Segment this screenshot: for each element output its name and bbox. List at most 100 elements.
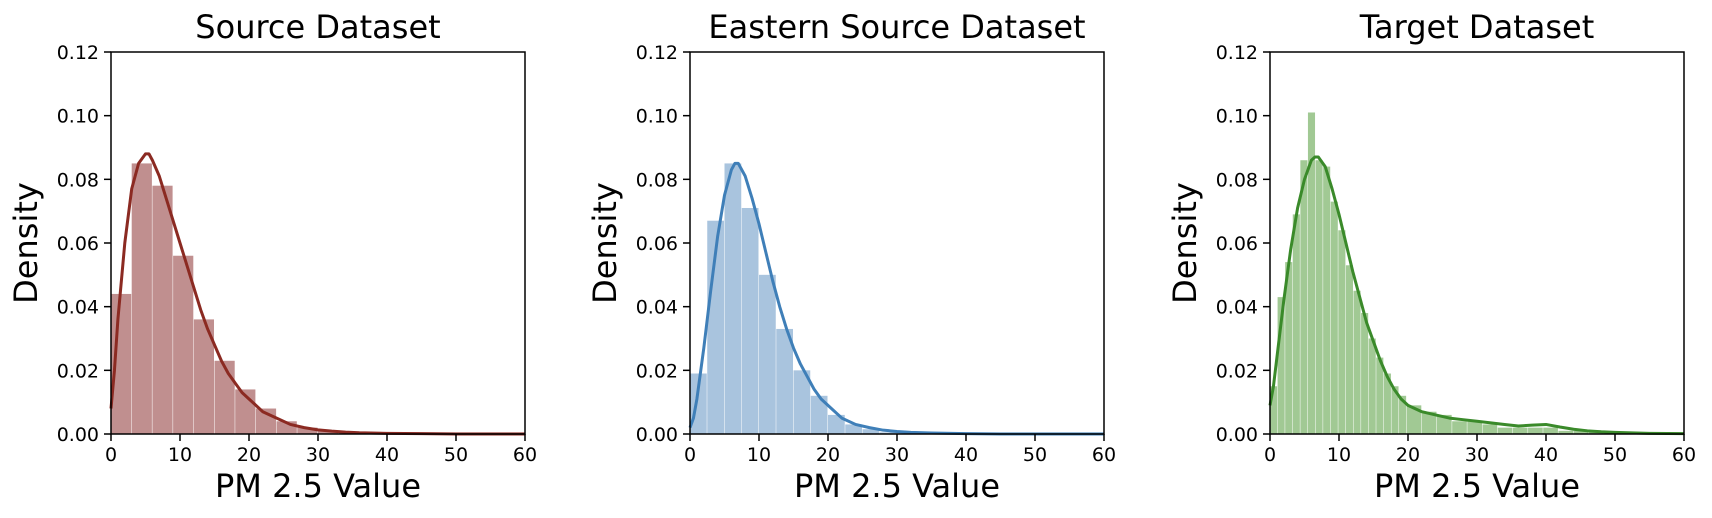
y-tick-label: 0.10 [636, 106, 678, 128]
axes: 0 10 20 30 40 50 60 0.00 0.02 0.04 0.06 0.08 0.10 0.1… [1216, 42, 1696, 466]
histogram-bar [793, 370, 811, 434]
y-tick-label: 0.12 [1216, 42, 1258, 64]
histogram-bar [1452, 421, 1467, 434]
y-tick-label: 0.08 [57, 169, 99, 191]
x-tick-label: 0 [684, 444, 696, 466]
histogram-bar [152, 185, 173, 434]
y-tick-label: 0.00 [57, 424, 99, 446]
panel-target-dataset: 0 10 20 30 40 50 60 0.00 0.02 0.04 0.06 0.08 0.10 0.1… [1166, 8, 1696, 505]
histogram-bar [1383, 373, 1391, 434]
chart-title: Eastern Source Dataset [708, 8, 1085, 46]
histogram-bar [1558, 430, 1574, 434]
histogram-bar [810, 395, 828, 434]
histogram-bar [1345, 265, 1353, 434]
panel-eastern-source-dataset: 0 10 20 30 40 50 60 0.00 0.02 0.04 0.06 0.08 0.10 0.1… [586, 8, 1116, 505]
y-tick-label: 0.00 [636, 424, 678, 446]
x-tick-label: 40 [375, 444, 399, 466]
histogram-bars [111, 163, 525, 434]
y-tick-label: 0.06 [1216, 233, 1258, 255]
x-tick-label: 20 [816, 444, 840, 466]
histogram-bars [690, 163, 1104, 434]
x-tick-label: 50 [1023, 444, 1047, 466]
x-tick-label: 60 [1092, 444, 1116, 466]
histogram-bar [1421, 411, 1437, 434]
histogram-bars [1270, 112, 1684, 434]
y-tick-label: 0.10 [57, 106, 99, 128]
histogram-bar [297, 427, 318, 434]
kde-line [109, 152, 525, 436]
histogram-bar [845, 424, 862, 434]
x-tick-label: 10 [1327, 444, 1351, 466]
x-tick-label: 30 [885, 444, 909, 466]
histogram-bar [1292, 214, 1300, 434]
histogram-bar [741, 207, 759, 434]
histogram-bar [862, 429, 880, 434]
histogram-bar [1467, 421, 1483, 434]
y-tick-label: 0.04 [57, 297, 99, 319]
y-tick-label: 0.08 [1216, 169, 1258, 191]
x-tick-label: 20 [237, 444, 261, 466]
y-axis-label: Density [1166, 182, 1204, 304]
x-tick-label: 40 [1534, 444, 1558, 466]
x-tick-label: 30 [1465, 444, 1489, 466]
y-tick-label: 0.06 [636, 233, 678, 255]
y-tick-label: 0.06 [57, 233, 99, 255]
histogram-bar [759, 274, 776, 434]
histogram-bar [1315, 160, 1323, 434]
y-tick-label: 0.04 [1216, 297, 1258, 319]
y-tick-label: 0.00 [1216, 424, 1258, 446]
histogram-bar [1338, 230, 1346, 434]
histogram-bar [1391, 386, 1399, 434]
kde-curve-group [109, 152, 525, 436]
histogram-bar [776, 328, 793, 434]
histogram-bar [724, 163, 742, 434]
histogram-bar [1406, 405, 1422, 434]
histogram-bar [1436, 414, 1452, 434]
y-tick-label: 0.10 [1216, 106, 1258, 128]
histogram-bar [1399, 395, 1407, 434]
histogram-bar [1330, 201, 1338, 434]
y-axis-label: Density [7, 182, 45, 304]
x-axis-label: PM 2.5 Value [794, 467, 1000, 505]
histogram-bar [1307, 112, 1316, 434]
chart-title: Source Dataset [195, 8, 440, 46]
x-axis-label: PM 2.5 Value [215, 467, 421, 505]
histogram-bar [318, 430, 339, 434]
x-tick-label: 60 [513, 444, 537, 466]
axes: 0 10 20 30 40 50 60 0.00 0.02 0.04 0.06 0.08 0.10 0.1… [57, 42, 537, 466]
y-tick-label: 0.02 [57, 360, 99, 382]
histogram-bar [1543, 427, 1558, 434]
kde-curve-group [688, 161, 1104, 436]
y-axis-label: Density [586, 182, 624, 304]
histogram-bar [173, 255, 194, 434]
y-tick-label: 0.08 [636, 169, 678, 191]
y-tick-label: 0.04 [636, 297, 678, 319]
y-tick-label: 0.02 [636, 360, 678, 382]
axes: 0 10 20 30 40 50 60 0.00 0.02 0.04 0.06 0.08 0.10 0.1… [636, 42, 1116, 466]
x-axis-label: PM 2.5 Value [1374, 467, 1580, 505]
kde-curve-group [1268, 155, 1685, 436]
histogram-bar [828, 414, 845, 434]
x-tick-label: 30 [306, 444, 330, 466]
histogram-bar [1497, 427, 1513, 434]
histogram-bar [1323, 166, 1331, 434]
x-tick-label: 20 [1396, 444, 1420, 466]
histogram-bar [193, 319, 214, 434]
panel-source-dataset: 0 10 20 30 40 50 60 0.00 0.02 0.04 0.06 0.08 0.10 0.1… [7, 8, 537, 505]
y-tick-label: 0.12 [57, 42, 99, 64]
histogram-bar [1512, 427, 1528, 434]
y-tick-label: 0.12 [636, 42, 678, 64]
histogram-bar [1361, 313, 1369, 434]
x-tick-label: 50 [444, 444, 468, 466]
kde-line [688, 161, 1104, 436]
histogram-bar [1300, 160, 1308, 434]
x-tick-label: 0 [105, 444, 117, 466]
chart-title: Target Dataset [1359, 8, 1594, 46]
histogram-bar [131, 163, 152, 434]
histogram-bar [1482, 424, 1498, 434]
histogram-bar [1270, 386, 1278, 434]
x-tick-label: 10 [747, 444, 771, 466]
x-tick-label: 0 [1264, 444, 1276, 466]
y-tick-label: 0.02 [1216, 360, 1258, 382]
